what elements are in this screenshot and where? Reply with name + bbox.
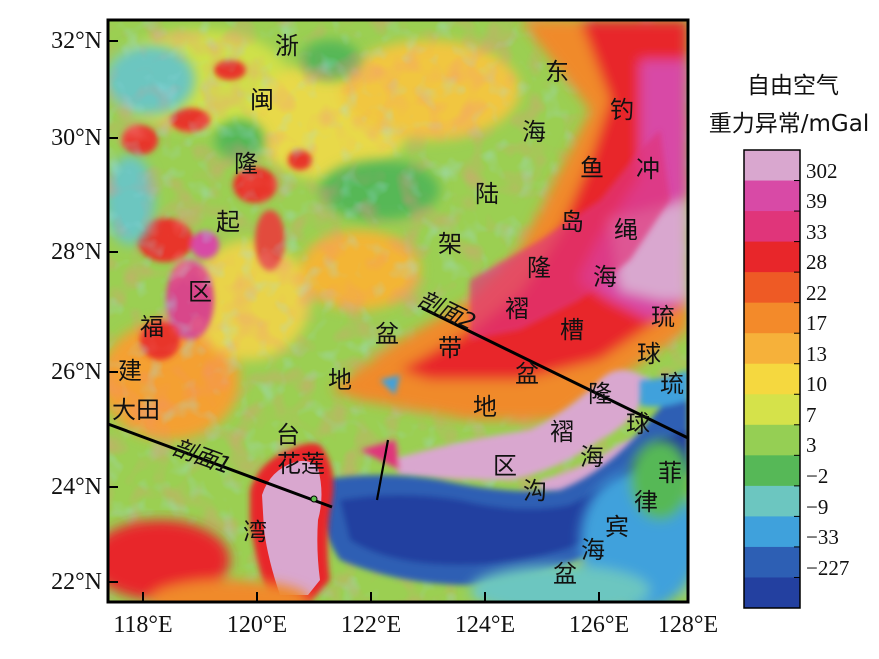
- place-lv: 律: [634, 488, 658, 516]
- place-hualian: 花莲: [277, 450, 325, 478]
- place-liu2: 琉: [660, 370, 684, 398]
- legend-tick-label: −227: [806, 555, 850, 580]
- legend-swatch: [744, 577, 800, 609]
- legend-tick-label: 13: [806, 341, 827, 366]
- place-diao: 钓: [610, 96, 634, 124]
- fault-line: [375, 439, 390, 501]
- axis-ticks: [108, 40, 689, 602]
- place-sheng: 绳: [614, 216, 638, 244]
- place-dai: 带: [438, 334, 462, 362]
- place-qiu2: 球: [626, 410, 650, 438]
- lat-label-32: 32°N: [51, 28, 102, 54]
- legend-swatch: [744, 272, 800, 304]
- legend-tick-label: 302: [806, 158, 838, 183]
- place-fu: 福: [140, 313, 164, 341]
- profile-2-line: [421, 306, 689, 440]
- legend-swatch: [744, 546, 800, 578]
- lon-label-124: 124°E: [454, 612, 516, 638]
- legend-title-line1: 自由空气: [747, 73, 839, 99]
- anomaly-field: [108, 20, 688, 602]
- legend-tick-label: 28: [806, 250, 827, 275]
- place-qu2: 区: [493, 452, 517, 480]
- place-dao: 岛: [560, 208, 584, 236]
- place-hai4: 海: [581, 536, 605, 564]
- legend-swatch: [744, 150, 800, 182]
- place-jia: 架: [438, 230, 462, 258]
- place-wan: 湾: [243, 518, 267, 546]
- place-cao: 槽: [560, 316, 584, 344]
- legend-tick-label: 22: [806, 280, 827, 305]
- place-long2: 隆: [527, 254, 551, 282]
- place-min: 闽: [250, 86, 274, 114]
- map-frame: [106, 18, 690, 604]
- legend-swatch: [744, 424, 800, 456]
- place-yu: 鱼: [580, 154, 604, 182]
- legend-tick-label: −33: [806, 525, 839, 550]
- place-qi: 起: [216, 208, 240, 236]
- place-zhe: 浙: [275, 32, 299, 60]
- lat-label-22: 22°N: [51, 569, 102, 595]
- legend-swatch: [744, 516, 800, 548]
- legend-swatch: [744, 211, 800, 243]
- place-di1: 地: [328, 366, 352, 394]
- place-long: 隆: [234, 150, 258, 178]
- place-chong: 冲: [636, 155, 660, 183]
- place-he1: 褶: [505, 295, 529, 323]
- lat-label-24: 24°N: [51, 474, 102, 500]
- lat-label-26: 26°N: [51, 359, 102, 385]
- lat-label-28: 28°N: [51, 239, 102, 265]
- place-hai2: 海: [593, 263, 617, 291]
- legend-swatch: [744, 485, 800, 517]
- legend-swatch: [744, 302, 800, 334]
- lon-label-128: 128°E: [657, 612, 719, 638]
- legend-swatch: [744, 241, 800, 273]
- place-di2: 地: [473, 393, 497, 421]
- legend-swatch: [744, 394, 800, 426]
- lat-label-30: 30°N: [51, 125, 102, 151]
- legend-swatch: [744, 455, 800, 487]
- place-liu1: 琉: [651, 303, 675, 331]
- place-lu: 陆: [475, 180, 499, 208]
- place-dong: 东: [545, 58, 569, 86]
- legend-swatch: [744, 180, 800, 212]
- legend-swatch: [744, 333, 800, 365]
- legend-tick-label: 3: [806, 433, 817, 458]
- place-tai: 台: [276, 421, 300, 449]
- lon-label-118: 118°E: [113, 612, 173, 638]
- hualian-marker: [310, 495, 318, 503]
- place-bin: 宾: [605, 513, 629, 541]
- lon-label-122: 122°E: [340, 612, 402, 638]
- legend-frame: [743, 149, 801, 609]
- place-jian: 建: [118, 357, 142, 385]
- lon-label-120: 120°E: [226, 612, 288, 638]
- place-he2: 褶: [550, 418, 574, 446]
- legend-tick-label: 7: [806, 402, 817, 427]
- place-datian: 大田: [112, 396, 160, 424]
- profile-1-line: [107, 422, 333, 509]
- legend-title-line2: 重力异常/mGal: [708, 111, 870, 137]
- legend-tick-label: 10: [806, 372, 827, 397]
- place-fei: 菲: [658, 459, 682, 487]
- legend-tick-label: −9: [806, 494, 829, 519]
- place-hai1: 海: [522, 118, 546, 146]
- legend-swatch: [744, 363, 800, 395]
- legend-tick-label: 17: [806, 311, 827, 336]
- place-pen1: 盆: [375, 320, 399, 348]
- place-gou: 沟: [523, 477, 547, 505]
- place-hai3: 海: [580, 443, 604, 471]
- place-qiu1: 球: [637, 340, 661, 368]
- place-qu: 区: [188, 278, 212, 306]
- legend-tick-label: 33: [806, 219, 827, 244]
- legend-colorbar: [743, 149, 801, 609]
- place-pen2: 盆: [515, 360, 539, 388]
- place-pen3: 盆: [553, 560, 577, 588]
- legend-tick-label: 39: [806, 189, 827, 214]
- lon-label-126: 126°E: [568, 612, 630, 638]
- legend-tick-label: −2: [806, 464, 829, 489]
- place-long3: 隆: [588, 380, 612, 408]
